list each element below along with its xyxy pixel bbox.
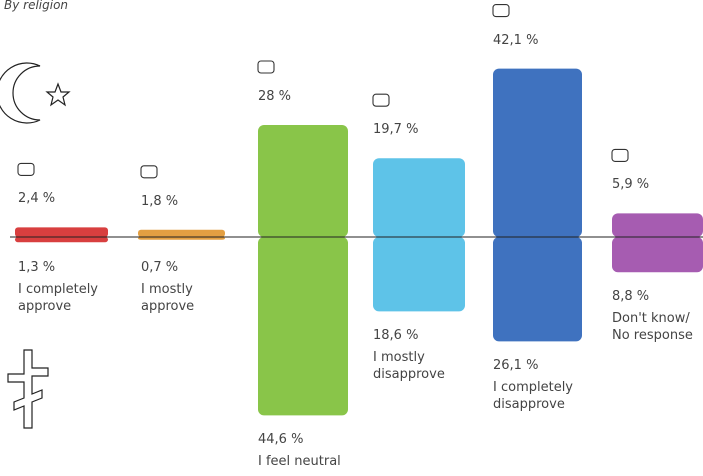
value-label-lower: 0,7 %: [141, 260, 179, 275]
value-label-lower: 44,6 %: [258, 432, 304, 448]
bar-lower: [258, 237, 348, 416]
icon: [372, 93, 390, 107]
value-label-lower: 8,8 %: [612, 289, 650, 305]
bar-upper: [258, 125, 348, 237]
bar-lower: [138, 237, 225, 240]
bar-upper: [373, 158, 465, 237]
bar-upper: [138, 229, 225, 237]
icon: [492, 4, 510, 18]
value-label-upper: 42,1 %: [493, 32, 539, 48]
value-label-upper: 1,8 %: [141, 193, 179, 209]
value-label-lower: 26,1 %: [493, 358, 539, 374]
value-label-upper: 28 %: [258, 89, 292, 104]
category-label: I mostly disapprove: [373, 350, 445, 383]
icon: [611, 148, 629, 162]
value-label-upper: 19,7 %: [373, 122, 419, 138]
category-label: Don't know/ No response: [612, 311, 693, 344]
bar-upper: [493, 68, 582, 237]
icon: [257, 60, 275, 74]
value-label-lower: 18,6 %: [373, 328, 419, 344]
orthodox-icon: [7, 349, 49, 429]
value-label-upper: 5,9 %: [612, 177, 650, 193]
category-label: I completely disapprove: [493, 380, 573, 413]
bar-lower: [373, 237, 465, 312]
icon: [140, 165, 158, 179]
icon: [17, 162, 35, 176]
muslim-icon: [0, 62, 71, 124]
bar-lower: [15, 237, 108, 243]
bar-lower: [493, 237, 582, 342]
chart-subtitle: By religion: [4, 0, 69, 12]
value-label-lower: 1,3 %: [18, 260, 56, 275]
category-label: I mostly approve: [141, 282, 195, 314]
value-label-upper: 2,4 %: [18, 191, 56, 207]
bar-upper: [15, 227, 108, 237]
category-label: I feel neutral: [258, 454, 341, 470]
category-label: I completely approve: [18, 282, 98, 314]
bar-lower: [612, 237, 703, 273]
bar-upper: [612, 213, 703, 237]
